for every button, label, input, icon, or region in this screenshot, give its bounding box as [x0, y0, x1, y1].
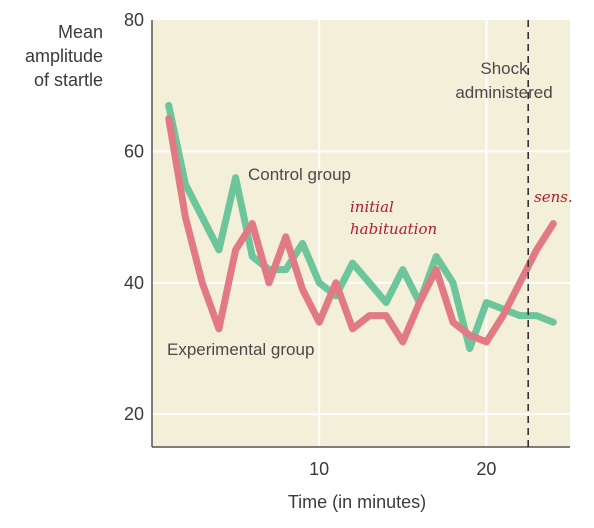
shock-marker: Shock administered [455, 20, 553, 447]
experimental-group-label: Experimental group [167, 340, 314, 359]
shock-label-line-2: administered [455, 83, 552, 102]
handwritten-note-sens: sens. [534, 188, 573, 206]
y-axis-label-line-1: Mean [58, 22, 103, 42]
shock-label-line-1: Shock [480, 59, 528, 78]
handwritten-note-line-1: initial [350, 198, 394, 216]
y-axis-label-line-2: amplitude [25, 46, 103, 66]
y-tick-label-80: 80 [124, 10, 144, 30]
x-axis-label: Time (in minutes) [288, 492, 426, 512]
handwritten-note-line-2: habituation [350, 220, 437, 238]
y-tick-label-40: 40 [124, 273, 144, 293]
x-tick-label-10: 10 [309, 459, 329, 479]
annotations: Control group Experimental group initial ha… [167, 165, 573, 359]
axes: 20 40 60 80 10 20 [124, 10, 570, 479]
control-group-label: Control group [248, 165, 351, 184]
series-line-experimental [165, 115, 557, 346]
series-line-control [165, 101, 557, 352]
axis-labels: Mean amplitude of startle Time (in minutes) [25, 22, 426, 512]
series-lines [165, 101, 557, 352]
grid-lines [152, 20, 570, 447]
y-tick-label-60: 60 [124, 141, 144, 161]
y-axis-label-line-3: of startle [34, 70, 103, 90]
x-tick-label-20: 20 [476, 459, 496, 479]
y-tick-label-20: 20 [124, 404, 144, 424]
